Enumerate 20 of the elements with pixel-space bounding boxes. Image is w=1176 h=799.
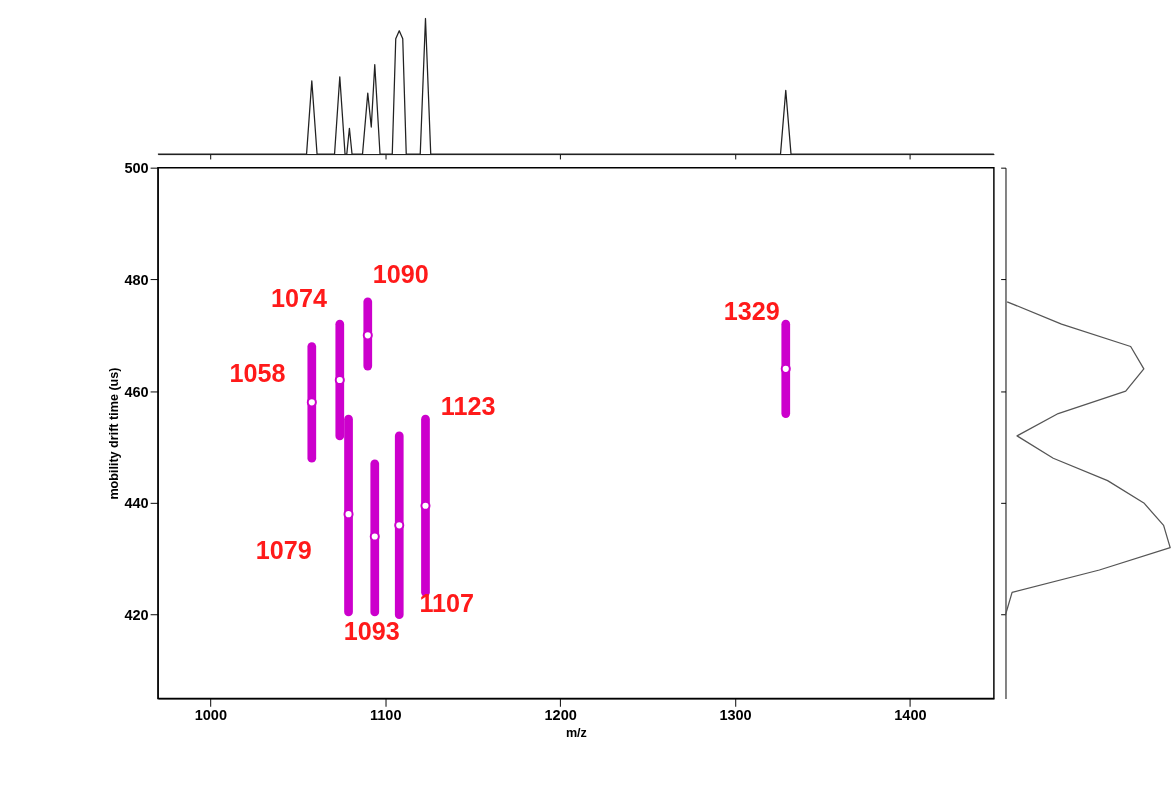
x-tick-label: 1300 [719,707,752,724]
annotation: 1074 [271,284,328,313]
annotation: 1107 [419,588,475,617]
y-tick-label: 480 [124,271,149,288]
x-tick-label: 1000 [194,707,227,724]
annotation: 1093 [343,617,400,646]
x-tick-label: 1200 [544,707,577,724]
x-tick-label: 1100 [369,707,402,724]
y-tick-label: 460 [124,383,149,400]
x-axis-title: m/z [565,725,587,740]
y-tick-label: 500 [124,160,149,177]
annotation: 1090 [372,260,429,289]
y-tick-label: 420 [124,607,149,624]
annotation: 1058 [229,359,286,388]
y-axis-title: mobility drift time (us) [106,367,121,500]
annotation: 1123 [440,392,496,421]
y-tick-label: 440 [124,495,149,512]
annotation: 1079 [255,535,312,564]
x-tick-label: 1400 [894,707,927,724]
annotation: 1329 [723,297,780,326]
